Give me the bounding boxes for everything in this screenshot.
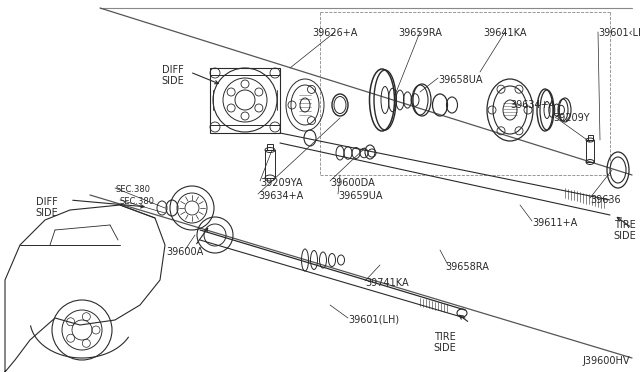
Text: 39636: 39636 <box>590 195 621 205</box>
Text: 39634+A: 39634+A <box>258 191 303 201</box>
Text: SEC.380: SEC.380 <box>115 185 150 194</box>
Text: SEC.380: SEC.380 <box>120 197 155 206</box>
Text: 39641KA: 39641KA <box>483 28 527 38</box>
Text: TIRE
SIDE: TIRE SIDE <box>614 220 636 241</box>
Text: 39209YA: 39209YA <box>260 178 303 188</box>
Text: 39626+A: 39626+A <box>312 28 358 38</box>
Text: 39600DA: 39600DA <box>330 178 375 188</box>
Text: TIRE
SIDE: TIRE SIDE <box>434 332 456 353</box>
Bar <box>267 144 273 150</box>
Text: 39741KA: 39741KA <box>365 278 408 288</box>
Text: DIFF
SIDE: DIFF SIDE <box>36 197 58 218</box>
Text: 39658RA: 39658RA <box>445 262 489 272</box>
Text: 39658UA: 39658UA <box>438 75 483 85</box>
Text: 39601(LH): 39601(LH) <box>348 315 399 325</box>
Text: 39659UA: 39659UA <box>338 191 383 201</box>
Bar <box>586 140 594 162</box>
Text: J39600HV: J39600HV <box>582 356 630 366</box>
Bar <box>210 68 280 133</box>
Text: 39209Y: 39209Y <box>553 113 589 123</box>
Text: 39601‹LH›: 39601‹LH› <box>598 28 640 38</box>
Text: 39600A: 39600A <box>166 247 204 257</box>
Text: 39611+A: 39611+A <box>532 218 577 228</box>
Text: DIFF
SIDE: DIFF SIDE <box>162 65 184 86</box>
Bar <box>588 135 593 140</box>
Text: 39634+A: 39634+A <box>510 100 556 110</box>
Text: 39659RA: 39659RA <box>398 28 442 38</box>
Bar <box>265 150 275 178</box>
